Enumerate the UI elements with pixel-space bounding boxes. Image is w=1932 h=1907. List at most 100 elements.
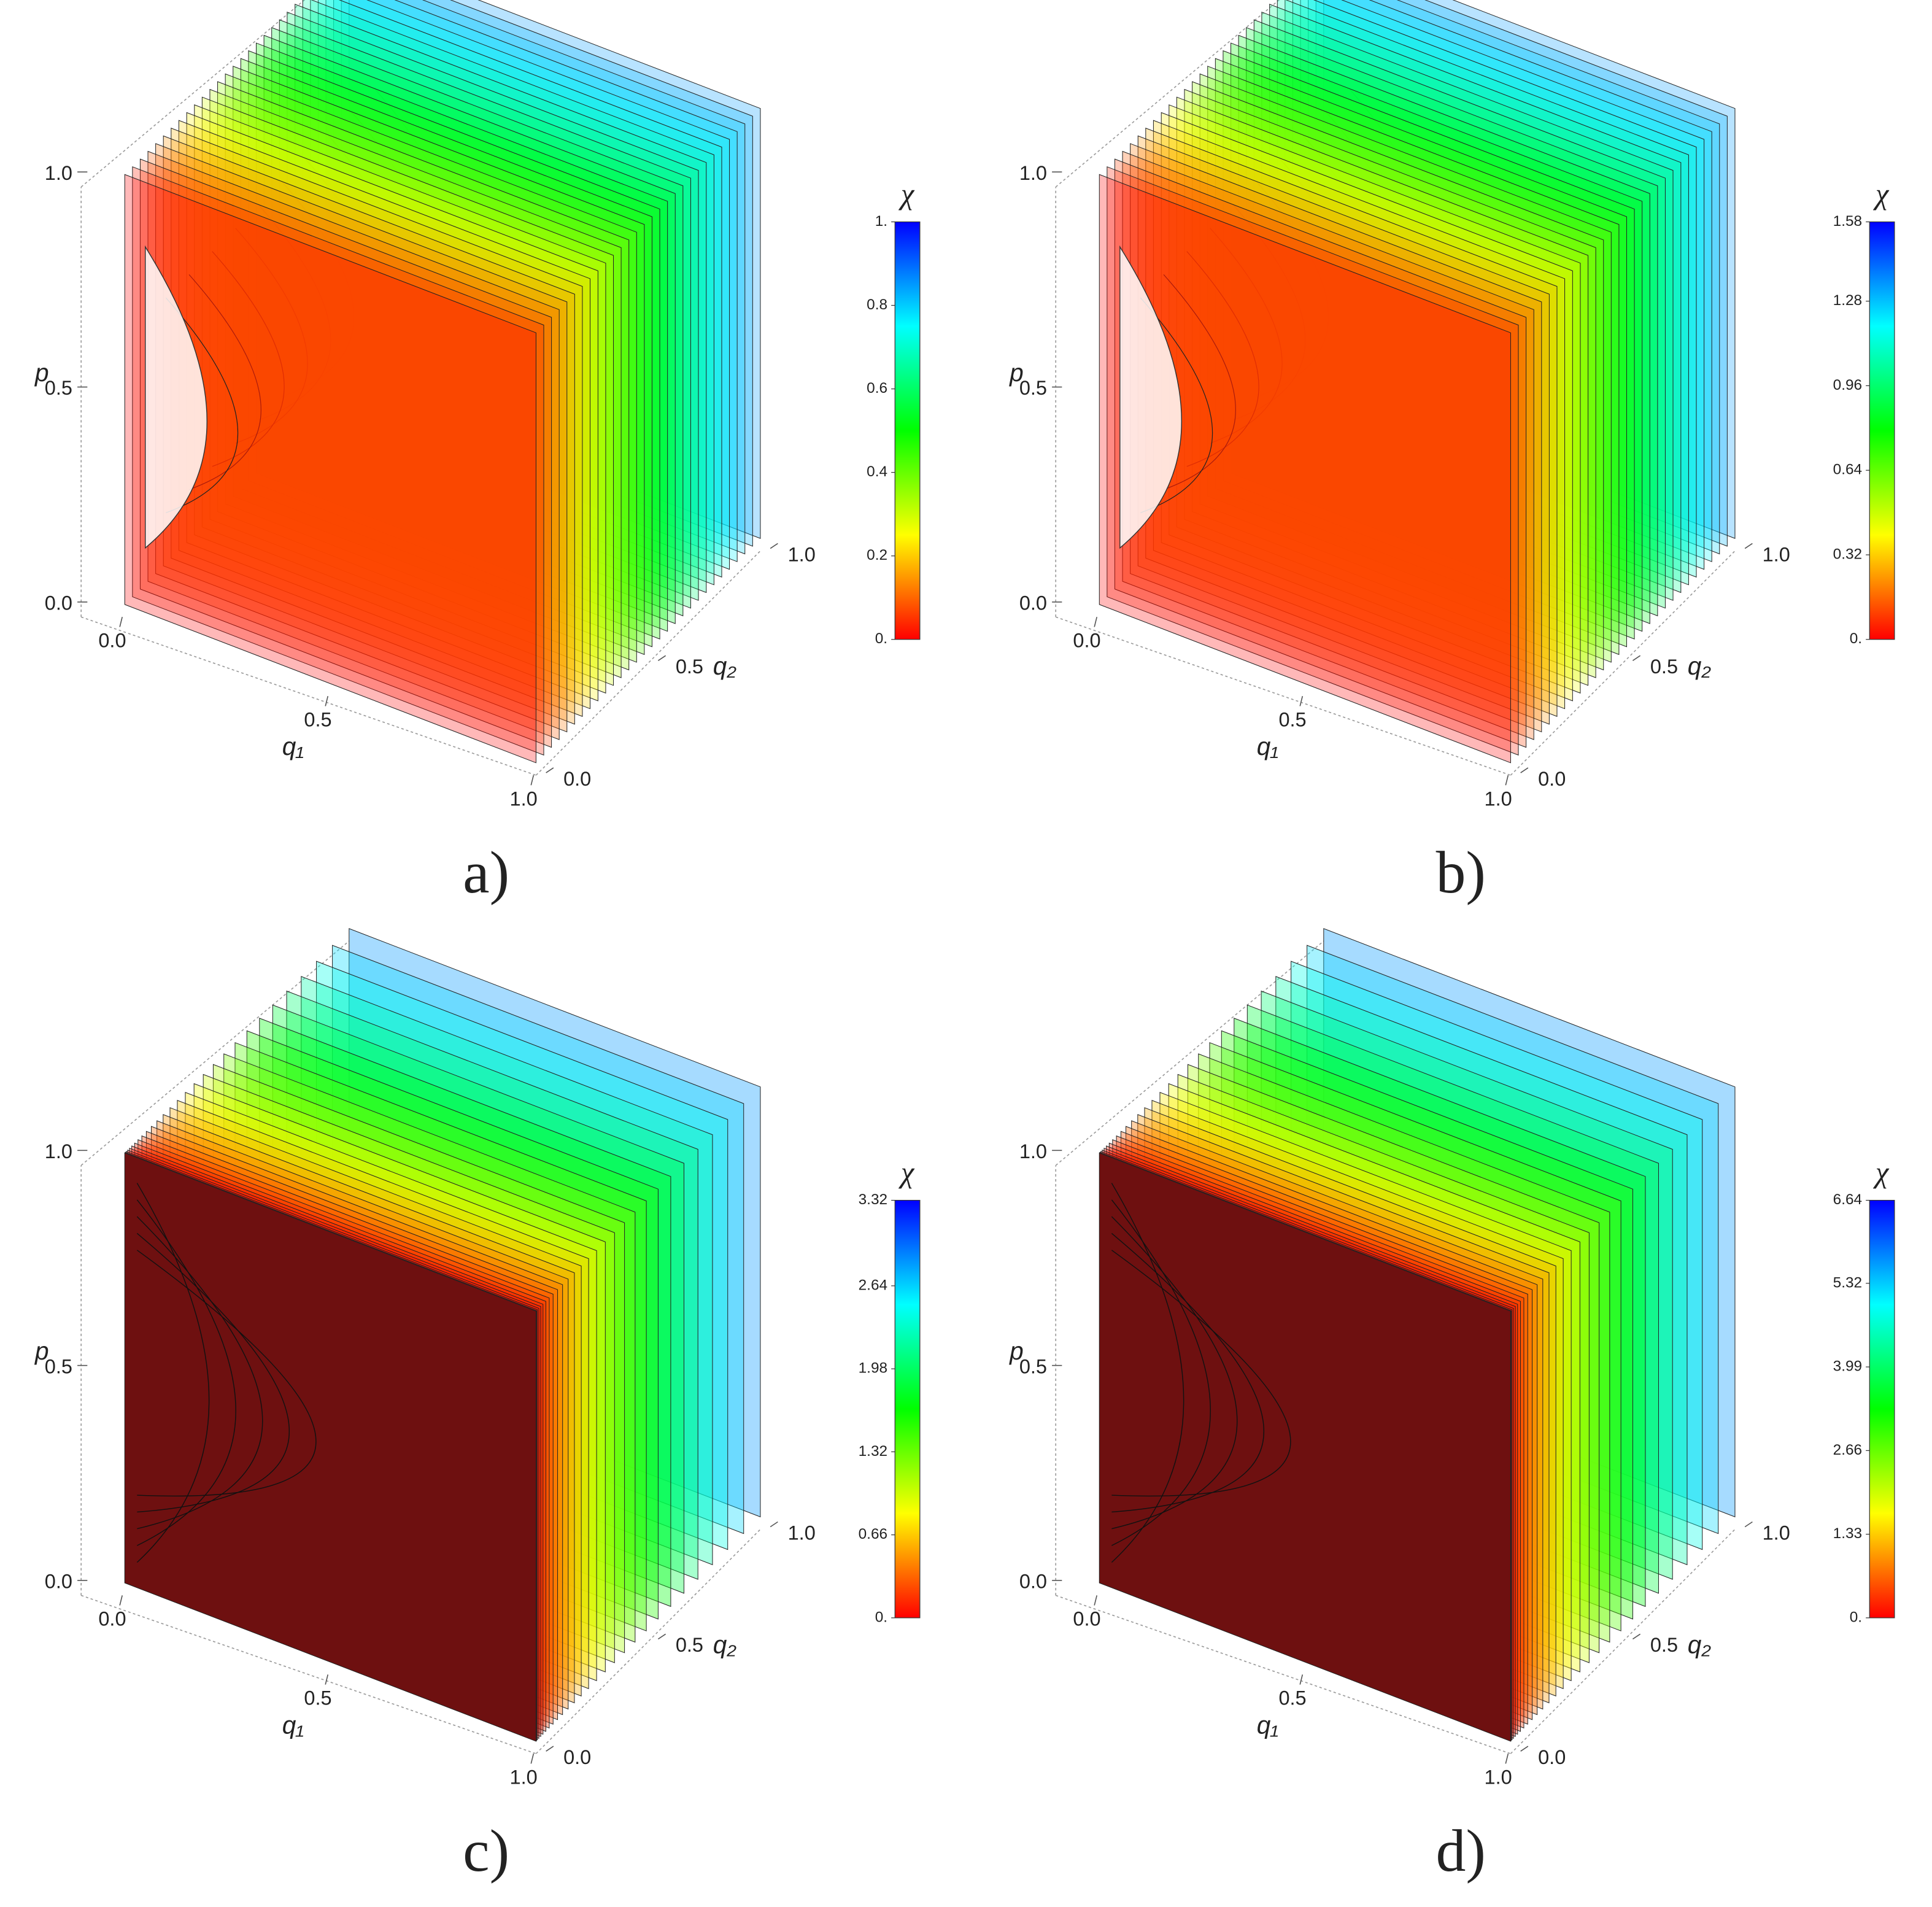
z-tick-label: 0.5 xyxy=(1019,377,1047,399)
slice xyxy=(1261,11,1674,601)
x-tick xyxy=(119,617,123,627)
contour xyxy=(1349,88,1422,304)
colorbar-tick-label: 0.66 xyxy=(859,1526,887,1542)
x-tick-label: 0.0 xyxy=(1073,629,1100,651)
contour xyxy=(1302,135,1375,351)
x-label: q₁ xyxy=(1257,1711,1278,1739)
x-label: q₁ xyxy=(282,1711,304,1739)
z-label: p xyxy=(34,358,49,387)
x-tick xyxy=(1094,617,1098,627)
y-tick-label: 1.0 xyxy=(788,1522,816,1544)
box-edge xyxy=(80,616,536,776)
contour xyxy=(165,297,238,514)
contour xyxy=(1111,1250,1291,1497)
z-tick-label: 1.0 xyxy=(1019,1140,1047,1162)
box-edge xyxy=(535,551,761,776)
x-tick xyxy=(1505,1754,1509,1764)
slice xyxy=(279,19,691,609)
colorbar-tick-label: 0. xyxy=(1850,630,1862,647)
x-tick xyxy=(1505,775,1509,786)
x-tick-label: 0.5 xyxy=(1278,1687,1306,1709)
x-tick xyxy=(1299,1674,1304,1685)
contour xyxy=(136,1250,317,1497)
colorbar-title: χ xyxy=(898,177,915,211)
contour xyxy=(136,1183,210,1563)
z-tick-label: 0.0 xyxy=(45,592,72,614)
panel-label: d) xyxy=(1436,1818,1486,1884)
colorbar xyxy=(1869,221,1895,640)
y-label: q₂ xyxy=(713,652,737,680)
z-tick-label: 0.5 xyxy=(1019,1355,1047,1377)
z-tick-label: 1.0 xyxy=(1019,162,1047,184)
z-tick-label: 0.5 xyxy=(45,1355,72,1377)
slice xyxy=(171,128,583,717)
contour xyxy=(145,245,207,549)
x-tick xyxy=(530,1754,535,1764)
colorbar-tick-label: 0.96 xyxy=(1833,377,1862,393)
slice xyxy=(310,0,722,578)
slice xyxy=(1145,128,1558,717)
x-tick-label: 1.0 xyxy=(510,1766,538,1788)
slice xyxy=(194,104,606,694)
x-tick-label: 1.0 xyxy=(510,787,538,810)
slice xyxy=(1253,19,1666,609)
slice xyxy=(1277,0,1689,586)
slice xyxy=(1300,0,1712,562)
colorbar-tick-label: 0.32 xyxy=(1833,546,1862,562)
colorbar-tick-label: 5.32 xyxy=(1833,1274,1862,1291)
x-tick xyxy=(1094,1595,1098,1606)
slice xyxy=(271,27,684,617)
y-tick xyxy=(546,767,554,773)
z-label: p xyxy=(1008,1337,1024,1365)
y-tick-label: 0.0 xyxy=(1538,768,1566,790)
panel: 0.0 0.5 1.0 p 0.0 0.5 1.0 q₁ 0.0 0.5 1.0 q₂ χ 0. 0.66 1… xyxy=(34,928,921,1884)
y-tick-label: 0.5 xyxy=(1650,656,1678,678)
y-tick-label: 0.5 xyxy=(676,656,703,678)
y-tick xyxy=(1744,543,1753,549)
colorbar-tick-label: 1.58 xyxy=(1833,213,1862,230)
colorbar-tick-label: 1. xyxy=(875,213,887,230)
y-tick xyxy=(1520,767,1529,773)
colorbar-tick-label: 1.28 xyxy=(1833,292,1862,309)
y-tick-label: 1.0 xyxy=(788,543,816,565)
panel-label: a) xyxy=(463,840,509,906)
contour xyxy=(1163,274,1236,490)
slice xyxy=(1099,174,1511,764)
panel-label: b) xyxy=(1436,840,1486,906)
colorbar-tick-label: 1.98 xyxy=(859,1360,887,1377)
contour xyxy=(136,1232,290,1513)
colorbar-tick-label: 2.64 xyxy=(859,1277,887,1293)
slice xyxy=(124,174,536,764)
z-tick-label: 0.0 xyxy=(1019,592,1047,614)
z-tick-label: 1.0 xyxy=(45,162,72,184)
colorbar-tick-label: 0.2 xyxy=(867,547,887,563)
contour xyxy=(374,88,447,304)
x-tick xyxy=(119,1595,123,1606)
y-tick xyxy=(1632,655,1641,661)
y-tick-label: 0.0 xyxy=(563,1746,591,1768)
box-edge xyxy=(1055,0,1280,188)
slice xyxy=(1308,0,1720,555)
contour xyxy=(212,251,285,467)
contour xyxy=(258,204,331,420)
slice xyxy=(1161,112,1573,702)
colorbar-tick-label: 1.32 xyxy=(859,1443,887,1460)
colorbar-title: χ xyxy=(898,1156,915,1189)
contour xyxy=(136,1199,236,1546)
slice xyxy=(263,34,676,624)
colorbar xyxy=(894,221,921,640)
contour xyxy=(1233,204,1306,420)
contour xyxy=(304,158,377,374)
box-edge xyxy=(1055,1595,1511,1754)
slice xyxy=(132,166,544,756)
slice xyxy=(124,1152,536,1742)
colorbar-tick-label: 0.6 xyxy=(867,380,887,396)
x-tick-label: 0.5 xyxy=(304,1687,331,1709)
z-label: p xyxy=(1008,358,1024,387)
y-tick-label: 0.5 xyxy=(676,1634,703,1656)
y-tick-label: 0.0 xyxy=(1538,1746,1566,1768)
y-tick xyxy=(1632,1633,1641,1640)
colorbar-tick-label: 6.64 xyxy=(1833,1191,1862,1208)
contour xyxy=(1111,1199,1211,1546)
